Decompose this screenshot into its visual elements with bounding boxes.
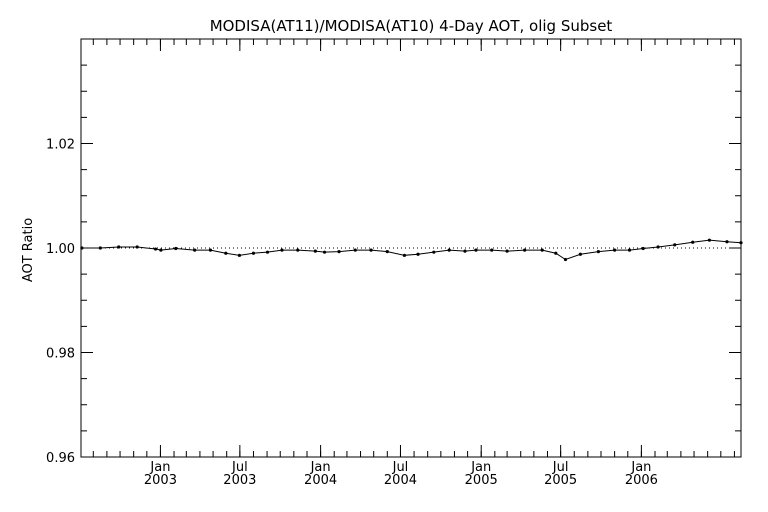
- data-point: [353, 248, 357, 252]
- data-point: [208, 248, 213, 252]
- data-point: [174, 246, 178, 251]
- data-point: [523, 248, 527, 252]
- y-tick-label: 1.00: [46, 242, 75, 257]
- data-point: [280, 248, 284, 252]
- data-point: [432, 250, 436, 254]
- y-tick-label: 0.96: [46, 451, 75, 466]
- data-point: [578, 252, 582, 256]
- x-tick-year: 2004: [384, 473, 417, 488]
- data-point: [463, 249, 467, 253]
- data-point: [154, 247, 158, 251]
- x-tick-year: 2005: [465, 473, 498, 488]
- y-axis-label: AOT Ratio: [21, 218, 36, 282]
- data-point: [725, 240, 729, 244]
- data-point: [135, 245, 139, 249]
- data-point: [224, 251, 228, 255]
- data-point: [540, 248, 544, 252]
- y-tick-label: 1.02: [46, 138, 75, 153]
- series-layer: [80, 238, 743, 262]
- x-tick-month: Jul: [552, 460, 569, 475]
- chart-title: MODISA(AT11)/MODISA(AT10) 4-Day AOT, oli…: [210, 17, 613, 35]
- data-point: [563, 257, 568, 262]
- data-point: [691, 240, 695, 244]
- x-tick-year: 2005: [544, 473, 577, 488]
- x-tick-month: Jan: [149, 460, 170, 475]
- data-point: [265, 250, 270, 254]
- x-tick-month: Jan: [310, 460, 331, 475]
- data-point: [193, 248, 197, 252]
- data-point: [739, 241, 743, 245]
- data-point: [656, 245, 660, 249]
- data-point: [673, 243, 677, 247]
- data-point: [369, 248, 373, 252]
- data-point: [80, 246, 84, 250]
- data-point: [707, 238, 712, 242]
- data-point: [313, 249, 317, 253]
- data-point: [337, 250, 341, 254]
- data-point: [416, 252, 420, 256]
- series-line: [81, 239, 742, 261]
- data-point: [490, 248, 494, 252]
- x-tick-month: Jan: [630, 460, 651, 475]
- data-point: [402, 253, 407, 257]
- data-point: [627, 248, 632, 252]
- data-point: [505, 249, 509, 253]
- data-point: [385, 250, 389, 254]
- data-point: [554, 251, 558, 255]
- data-point: [596, 250, 600, 254]
- data-point: [237, 253, 242, 257]
- data-point: [117, 245, 121, 249]
- x-tick-year: 2006: [625, 473, 658, 488]
- x-tick-month: Jul: [392, 460, 409, 475]
- x-tick-year: 2003: [144, 473, 177, 488]
- x-tick-month: Jul: [231, 460, 248, 475]
- data-point: [251, 251, 256, 255]
- x-tick-year: 2004: [304, 473, 337, 488]
- data-point: [613, 248, 617, 252]
- data-point: [641, 246, 645, 251]
- x-tick-year: 2003: [223, 473, 256, 488]
- axes-layer: 0.960.981.001.02Jan2003Jul2003Jan2004Jul…: [46, 38, 741, 488]
- y-tick-label: 0.98: [46, 347, 75, 362]
- data-point: [159, 248, 163, 252]
- data-point: [322, 250, 327, 254]
- data-point: [447, 248, 451, 252]
- data-point: [296, 248, 300, 252]
- x-tick-month: Jan: [470, 460, 491, 475]
- data-point: [98, 246, 102, 250]
- data-point: [474, 248, 478, 252]
